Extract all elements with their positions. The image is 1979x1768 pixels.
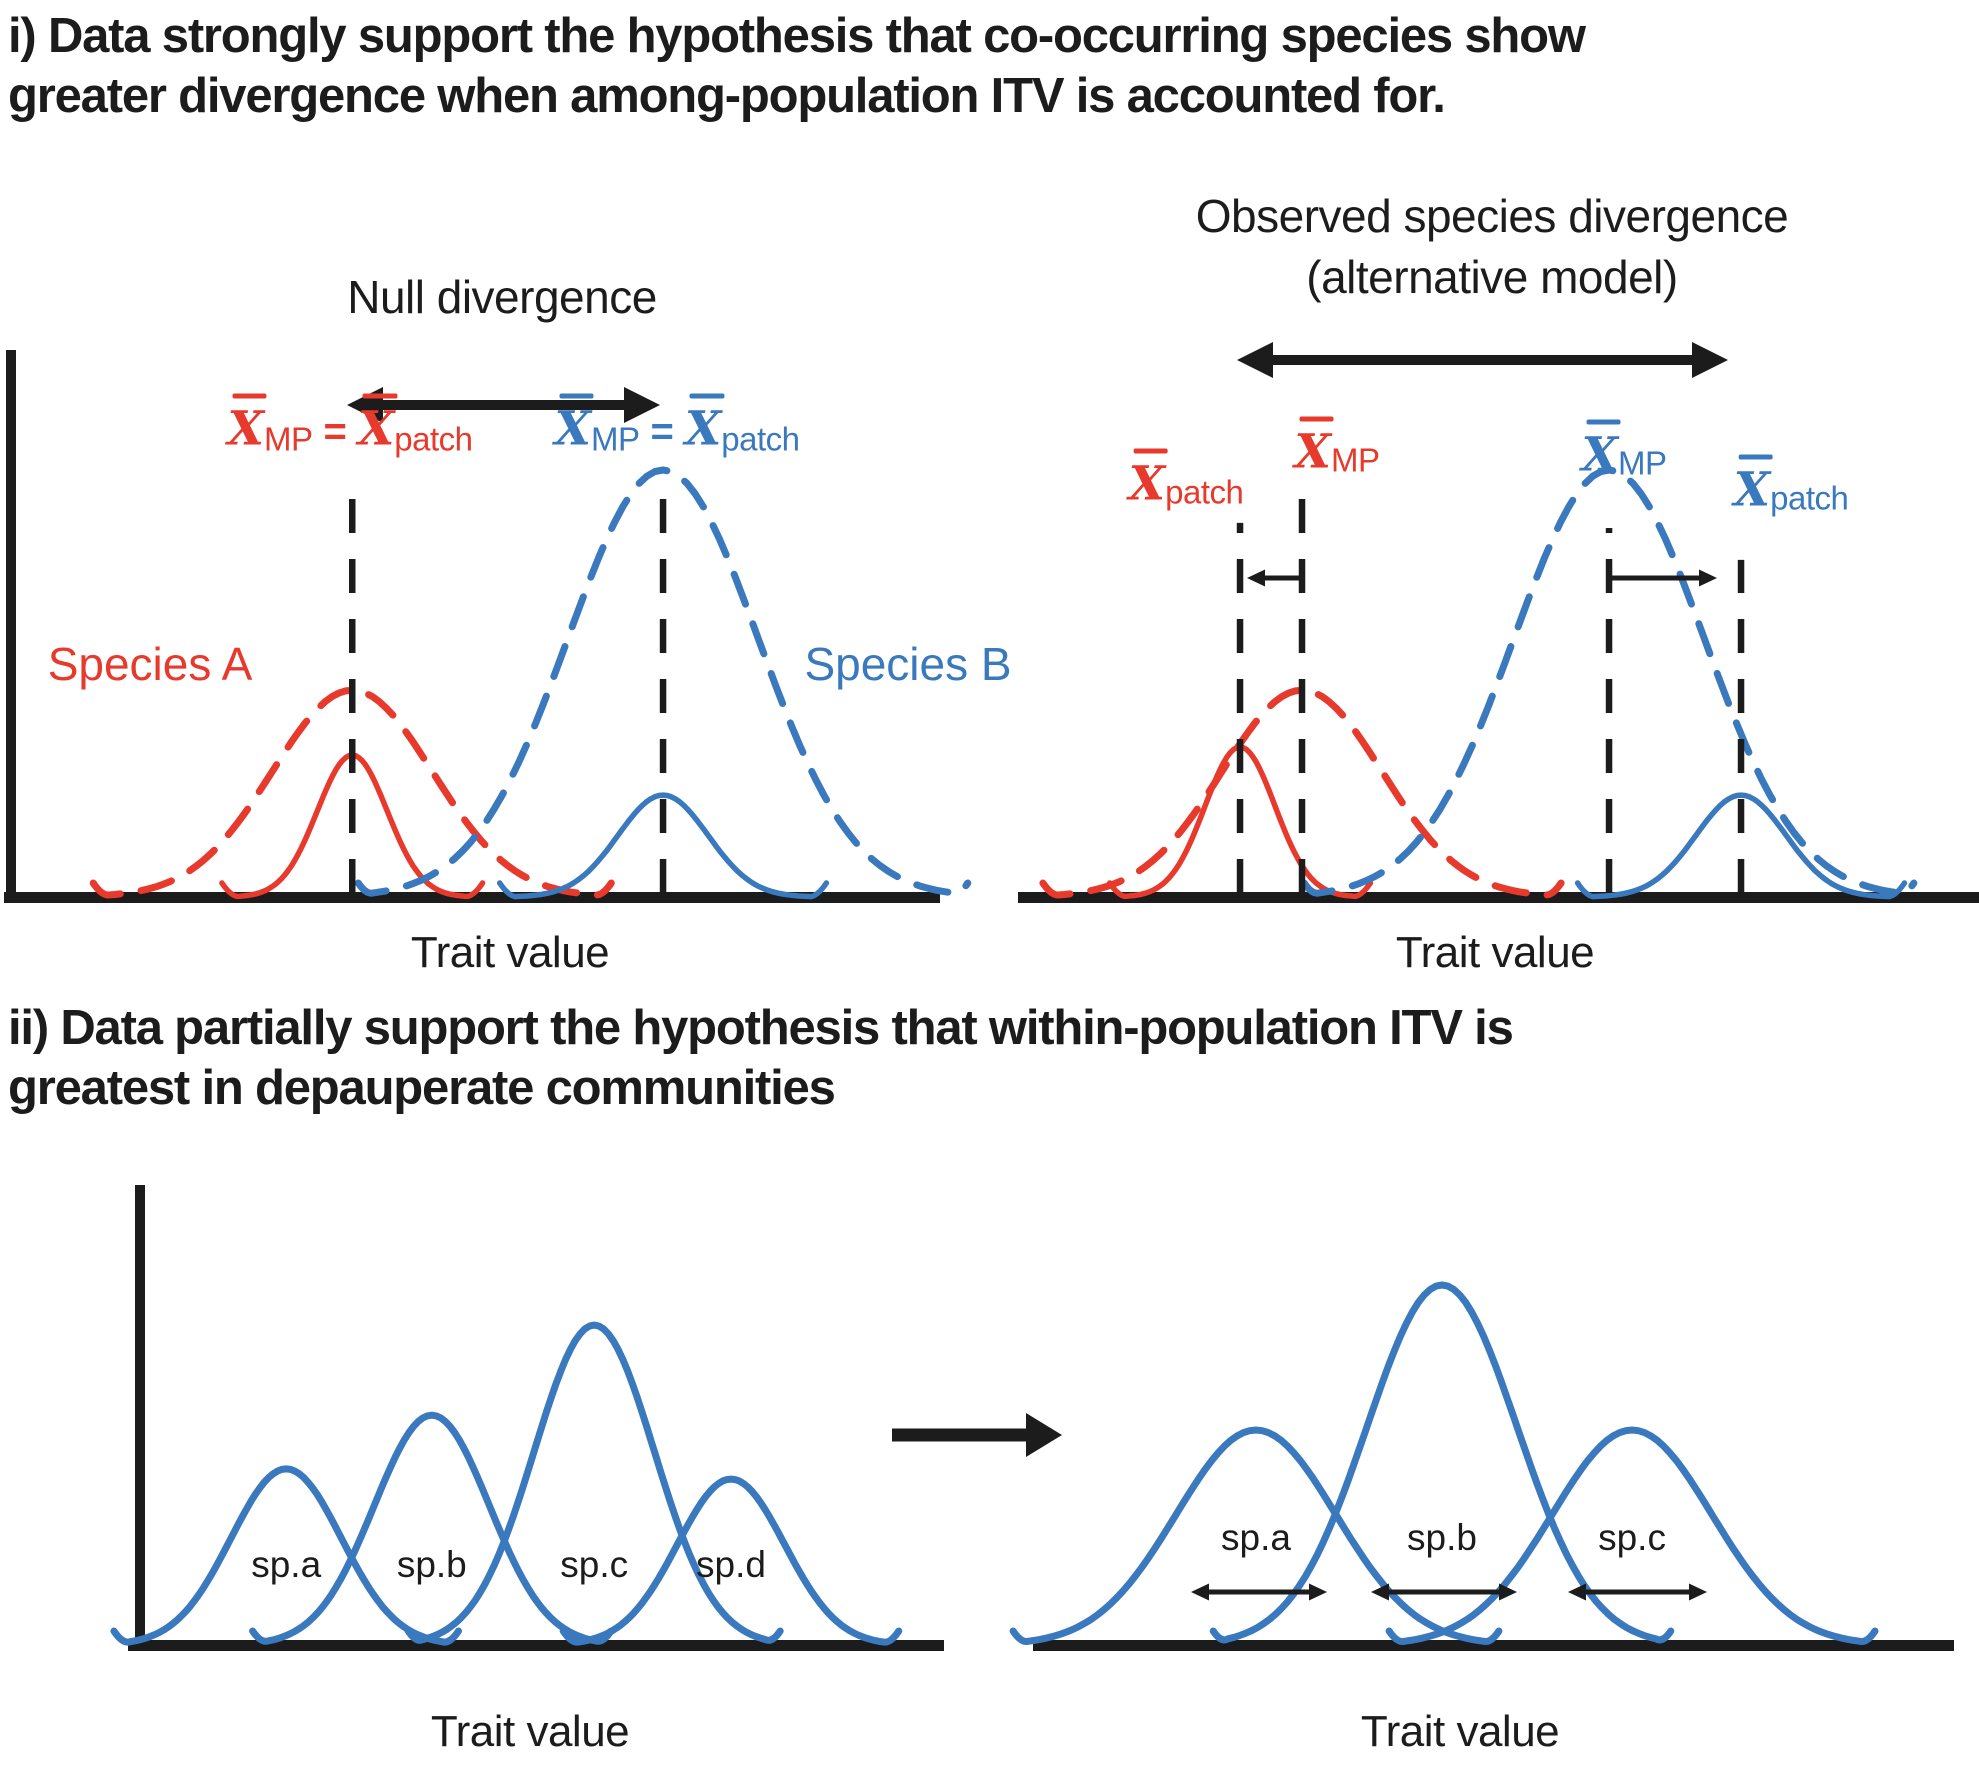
x-axis-label-i-left: Trait value — [410, 928, 610, 977]
xbar-symbol: X — [1734, 454, 1774, 514]
xbar-symbol: X — [1582, 419, 1622, 479]
community-transition-arrow-head — [1026, 1413, 1062, 1457]
panel-ii-title-line-1: ii) Data partially support the hypothesi… — [8, 1001, 1514, 1055]
y-axis — [135, 1185, 145, 1651]
xbar-symbol: X — [358, 393, 398, 453]
species-b-patch-curve — [1574, 792, 1908, 900]
species-curve-label-sp-a: sp.a — [251, 1544, 322, 1586]
species-b-metapopulation-mp-curve — [354, 466, 972, 897]
patch-mean-shifted-left-of-mp-mean-species-a-arrow-head — [1247, 569, 1265, 587]
species-curve-label-sp-d: sp.d — [696, 1544, 766, 1586]
mp-subscript: MP — [263, 420, 313, 458]
species-curve-label-sp-c: sp.c — [1598, 1517, 1666, 1559]
species-curve-label-sp-b: sp.b — [396, 1544, 467, 1586]
within-population-itv-of-sp-a-arrow-head — [1309, 1583, 1327, 1601]
xbar-symbol: X — [685, 393, 725, 453]
x-axis — [1018, 892, 1979, 903]
within-population-itv-of-sp-a-arrow-head — [1191, 1583, 1209, 1601]
y-axis — [6, 350, 16, 903]
xbar-symbol: X — [554, 393, 595, 453]
patch-subscript: patch — [1770, 479, 1849, 517]
sp-b-curve — [249, 1411, 615, 1645]
observed-species-divergence-arrow-head — [1692, 342, 1728, 378]
xbar-symbol: X — [1129, 448, 1169, 508]
observed-divergence-label-line-1: Observed species divergence — [1195, 190, 1789, 242]
null-divergence-label: Null divergence — [347, 271, 657, 323]
species-b-metapopulation-mp-curve — [1300, 466, 1918, 897]
species-a-label: Species A — [47, 638, 253, 690]
species-curve-label-sp-a: sp.a — [1221, 1517, 1291, 1559]
equals-sign: = — [323, 409, 347, 454]
sp-b-curve — [1209, 1281, 1675, 1644]
x-axis — [128, 1640, 944, 1651]
panel-i-title-line-2: greater divergence when among-population… — [8, 69, 1446, 123]
patch-subscript: patch — [721, 420, 800, 458]
null-divergence-arrow-head — [624, 387, 660, 423]
x-axis-label-ii-right: Trait value — [1360, 1707, 1560, 1756]
patch-mean-shifted-right-of-mp-mean-species-b-arrow-head — [1699, 569, 1717, 587]
species-a-metapopulation-mp-curve — [1039, 686, 1565, 899]
species-b-patch-curve — [496, 792, 830, 900]
mp-subscript: MP — [590, 420, 640, 458]
panel-i-title-line-1: i) Data strongly support the hypothesis … — [8, 9, 1586, 63]
observed-species-divergence-arrow-head — [1237, 342, 1273, 378]
xbar-symbol: X — [1295, 416, 1335, 476]
sp-d-curve — [559, 1475, 903, 1646]
sp-a-curve — [1009, 1426, 1503, 1645]
sp-c-curve — [1385, 1426, 1879, 1645]
sp-c-curve — [404, 1321, 784, 1644]
equals-sign: = — [650, 409, 674, 454]
within-population-itv-of-sp-c-arrow-head — [1568, 1583, 1586, 1601]
observed-divergence-label-line-2: (alternative model) — [1306, 251, 1678, 303]
sp-a-curve — [110, 1465, 462, 1646]
within-population-itv-of-sp-b-arrow-head — [1499, 1583, 1517, 1601]
x-axis — [1033, 1640, 1954, 1651]
species-curve-label-sp-b: sp.b — [1407, 1517, 1477, 1559]
mp-subscript: MP — [1330, 441, 1380, 479]
species-curve-label-sp-c: sp.c — [560, 1544, 629, 1586]
panel-ii-title-line-2: greatest in depauperate communities — [8, 1061, 836, 1115]
mp-subscript: MP — [1617, 444, 1667, 482]
xbar-symbol: X — [227, 393, 268, 453]
patch-subscript: patch — [1165, 473, 1244, 511]
within-population-itv-of-sp-c-arrow-head — [1689, 1583, 1707, 1601]
x-axis-label-i-right: Trait value — [1395, 928, 1595, 977]
x-axis-label-ii-left: Trait value — [430, 1707, 630, 1756]
species-b-label: Species B — [804, 638, 1012, 690]
mp-mean-label-species-b: X MP — [1582, 419, 1667, 482]
mp-mean-label-species-a: X MP — [1295, 416, 1380, 479]
patch-subscript: patch — [394, 420, 473, 458]
within-population-itv-of-sp-b-arrow-head — [1371, 1583, 1389, 1601]
